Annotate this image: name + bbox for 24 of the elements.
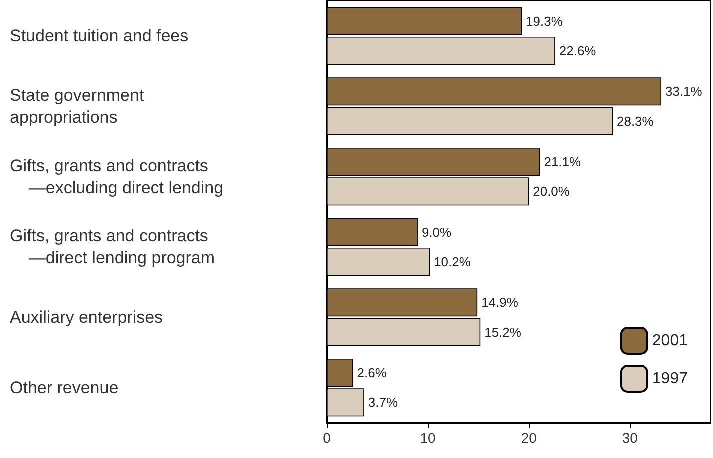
legend-label: 1997 [652, 370, 688, 388]
y-tick-label: Other revenue [10, 378, 119, 398]
y-tick-label: Gifts, grants and contracts —direct lending program [10, 226, 216, 268]
data-label: 22.6% [559, 44, 597, 59]
data-label: 2.6% [357, 365, 388, 380]
legend-label: 2001 [652, 332, 688, 350]
x-tick-label: 0 [323, 430, 332, 446]
y-tick-label: State government appropriations [10, 86, 144, 127]
data-label: 21.1% [544, 154, 582, 170]
data-label: 9.0% [422, 224, 452, 240]
x-tick-label: 10 [420, 430, 436, 446]
data-label: 28.3% [616, 114, 654, 129]
y-tick-label: Gifts, grants and contracts —excluding direct lending [10, 156, 224, 198]
data-label: 3.7% [368, 395, 398, 410]
data-label: 20.0% [533, 184, 570, 200]
x-tick-label: 30 [622, 430, 638, 446]
data-label: 14.9% [482, 295, 519, 310]
y-tick-label: Auxiliary enterprises [10, 308, 164, 327]
data-label: 10.2% [434, 254, 472, 270]
data-label: 19.3% [526, 14, 564, 29]
y-tick-label: Student tuition and fees [10, 26, 189, 46]
data-label: 33.1% [665, 84, 703, 100]
data-label: 15.2% [484, 324, 522, 340]
x-tick-label: 20 [521, 430, 538, 446]
